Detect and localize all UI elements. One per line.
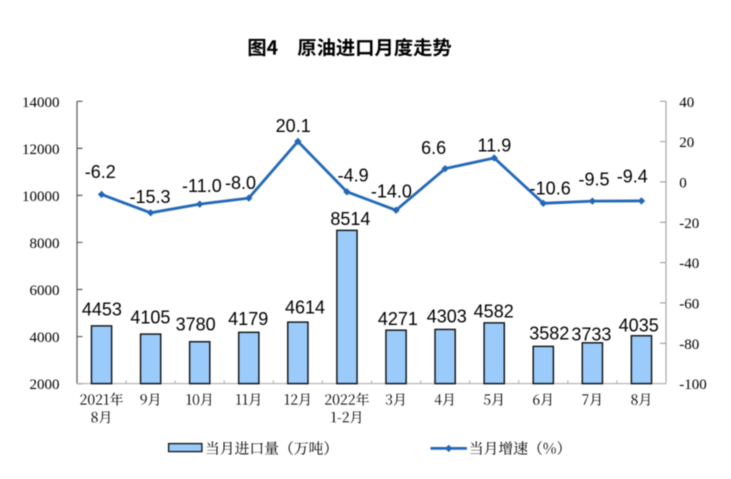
svg-text:-40: -40 (679, 256, 699, 272)
svg-text:-11.0: -11.0 (182, 176, 222, 196)
svg-text:6000: 6000 (30, 283, 60, 299)
svg-text:-9.4: -9.4 (617, 167, 648, 187)
svg-text:4035: 4035 (619, 316, 659, 336)
svg-text:3733: 3733 (571, 325, 611, 345)
svg-text:4000: 4000 (30, 330, 60, 346)
svg-text:-10.6: -10.6 (530, 178, 571, 198)
svg-text:3582: 3582 (529, 323, 569, 343)
svg-text:11.9: 11.9 (478, 136, 512, 156)
svg-text:12000: 12000 (22, 142, 60, 158)
svg-text:4582: 4582 (474, 302, 514, 322)
svg-text:2000: 2000 (30, 377, 60, 393)
svg-text:4271: 4271 (378, 309, 418, 329)
svg-text:4179: 4179 (228, 309, 268, 329)
svg-text:4105: 4105 (130, 308, 170, 328)
svg-text:-80: -80 (679, 337, 699, 353)
svg-text:-100: -100 (679, 377, 707, 393)
svg-text:14000: 14000 (22, 95, 60, 111)
svg-text:0: 0 (679, 175, 687, 191)
svg-text:-15.3: -15.3 (129, 187, 170, 207)
svg-text:8514: 8514 (330, 209, 370, 229)
svg-text:-20: -20 (679, 216, 699, 232)
svg-text:-9.5: -9.5 (578, 169, 609, 189)
svg-text:-14.0: -14.0 (371, 181, 412, 201)
svg-text:4453: 4453 (82, 299, 122, 319)
svg-text:3780: 3780 (176, 315, 216, 335)
svg-text:-8.0: -8.0 (225, 173, 256, 193)
svg-text:-4.9: -4.9 (338, 166, 369, 186)
svg-text:8000: 8000 (30, 236, 60, 252)
svg-text:6.6: 6.6 (421, 138, 446, 158)
svg-text:40: 40 (679, 95, 694, 111)
svg-text:20: 20 (679, 135, 694, 151)
svg-text:-60: -60 (679, 296, 699, 312)
svg-text:-6.2: -6.2 (85, 162, 116, 182)
svg-text:4303: 4303 (427, 306, 467, 326)
svg-text:10000: 10000 (22, 189, 60, 205)
svg-text:4614: 4614 (285, 298, 325, 318)
svg-text:20.1: 20.1 (276, 116, 311, 136)
